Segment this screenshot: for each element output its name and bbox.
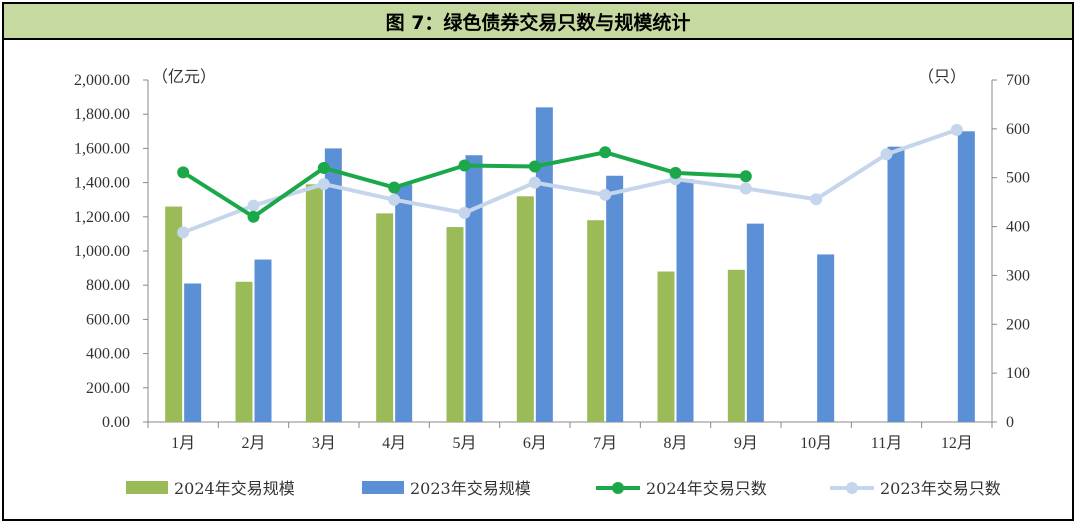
right-tick-label: 200 xyxy=(1006,316,1030,333)
right-unit-label: （只） xyxy=(918,67,966,86)
bar-2023 xyxy=(676,179,694,422)
point-2023 xyxy=(458,206,471,219)
left-tick-label: 400.00 xyxy=(86,346,130,363)
x-tick-label: 10月 xyxy=(800,435,832,452)
legend-item: 2024年交易只数 xyxy=(596,479,767,498)
legend-swatch xyxy=(362,481,404,494)
bar-2024 xyxy=(165,206,183,422)
bar-2023 xyxy=(184,283,202,422)
legend-label: 2023年交易只数 xyxy=(880,479,1001,498)
legend-label: 2024年交易规模 xyxy=(174,479,295,498)
bar-2024 xyxy=(446,227,464,422)
x-tick-label: 8月 xyxy=(663,435,687,452)
left-tick-label: 200.00 xyxy=(86,380,130,397)
bar-2024 xyxy=(235,281,253,422)
lines xyxy=(177,123,963,239)
legend-swatch xyxy=(126,481,168,494)
bar-2024 xyxy=(305,184,323,422)
x-tick-label: 7月 xyxy=(593,435,617,452)
point-2024 xyxy=(247,210,260,223)
x-tick-label: 6月 xyxy=(523,435,547,452)
bar-2023 xyxy=(957,131,975,423)
green-bond-chart: 0.00 200.00 400.00 600.00 800.00 1,000.00 1,20… xyxy=(74,67,1030,498)
point-2024 xyxy=(458,159,471,172)
point-2023 xyxy=(528,176,541,189)
bar-2024 xyxy=(516,196,534,422)
line-2023 xyxy=(182,127,958,235)
bar-2023 xyxy=(535,107,553,423)
x-tick-label: 4月 xyxy=(382,435,406,452)
left-tick-label: 600.00 xyxy=(86,311,130,328)
left-unit-label: （亿元） xyxy=(152,67,216,86)
right-tick-label: 0 xyxy=(1006,414,1014,431)
x-tick-label: 2月 xyxy=(241,435,265,452)
right-tick-label: 400 xyxy=(1006,219,1030,236)
left-tick-label: 1,600.00 xyxy=(74,140,130,157)
chart-title: 图 7：绿色债券交易只数与规模统计 xyxy=(385,11,691,34)
left-tick-label: 1,800.00 xyxy=(74,106,130,123)
legend-item: 2023年交易规模 xyxy=(362,479,531,498)
bar-2023 xyxy=(324,148,342,422)
chart-title-bar: 图 7：绿色债券交易只数与规模统计 xyxy=(4,4,1072,40)
bar-2023 xyxy=(395,184,413,422)
bar-2024 xyxy=(657,271,675,422)
left-tick-label: 1,200.00 xyxy=(74,209,130,226)
bar-2023 xyxy=(254,259,272,422)
x-tick-label: 11月 xyxy=(871,435,902,452)
x-tick-label: 5月 xyxy=(452,435,476,452)
bars xyxy=(165,107,975,423)
point-2023 xyxy=(739,182,752,195)
bar-2023 xyxy=(817,254,835,422)
point-2024 xyxy=(669,166,682,179)
left-tick-label: 800.00 xyxy=(86,277,130,294)
right-tick-label: 300 xyxy=(1006,267,1030,284)
bar-2023 xyxy=(746,223,764,422)
bar-2024 xyxy=(376,213,394,422)
point-2023 xyxy=(599,188,612,201)
chart-frame: 图 7：绿色债券交易只数与规模统计 0.00 200.00 400.00 600.00… xyxy=(2,2,1074,521)
left-tick-label: 2,000.00 xyxy=(74,72,130,89)
x-tick-label: 12月 xyxy=(941,435,973,452)
point-2023 xyxy=(810,193,823,206)
point-2024 xyxy=(599,146,612,159)
bar-2024 xyxy=(727,269,745,422)
legend-marker xyxy=(846,482,858,494)
point-2023 xyxy=(880,148,893,161)
legend: 2024年交易规模 2023年交易规模 2024年交易只数 2023年交易只数 xyxy=(126,479,1001,498)
point-2024 xyxy=(388,181,401,194)
point-2023 xyxy=(388,193,401,206)
right-tick-label: 500 xyxy=(1006,170,1030,187)
point-2024 xyxy=(177,166,190,179)
legend-item: 2024年交易规模 xyxy=(126,479,295,498)
left-tick-label: 0.00 xyxy=(102,414,130,431)
x-tick-label: 3月 xyxy=(312,435,336,452)
legend-item: 2023年交易只数 xyxy=(830,479,1001,498)
legend-marker xyxy=(612,482,624,494)
point-2023 xyxy=(317,178,330,191)
bar-2023 xyxy=(887,146,905,422)
bar-2023 xyxy=(465,155,483,422)
bar-2023 xyxy=(606,175,624,422)
x-tick-label: 9月 xyxy=(734,435,758,452)
left-tick-label: 1,000.00 xyxy=(74,243,130,260)
point-2024 xyxy=(317,161,330,174)
right-tick-label: 100 xyxy=(1006,365,1030,382)
bar-2024 xyxy=(587,220,605,422)
point-2023 xyxy=(247,199,260,212)
point-2024 xyxy=(528,160,541,173)
left-tick-label: 1,400.00 xyxy=(74,175,130,192)
right-tick-label: 600 xyxy=(1006,121,1030,138)
legend-label: 2023年交易规模 xyxy=(410,479,531,498)
point-2023 xyxy=(950,123,963,136)
legend-label: 2024年交易只数 xyxy=(646,479,767,498)
axes: 0.00 200.00 400.00 600.00 800.00 1,000.00 1,20… xyxy=(74,67,1030,452)
point-2023 xyxy=(177,226,190,239)
point-2024 xyxy=(739,170,752,183)
right-tick-label: 700 xyxy=(1006,72,1030,89)
x-tick-label: 1月 xyxy=(171,435,195,452)
